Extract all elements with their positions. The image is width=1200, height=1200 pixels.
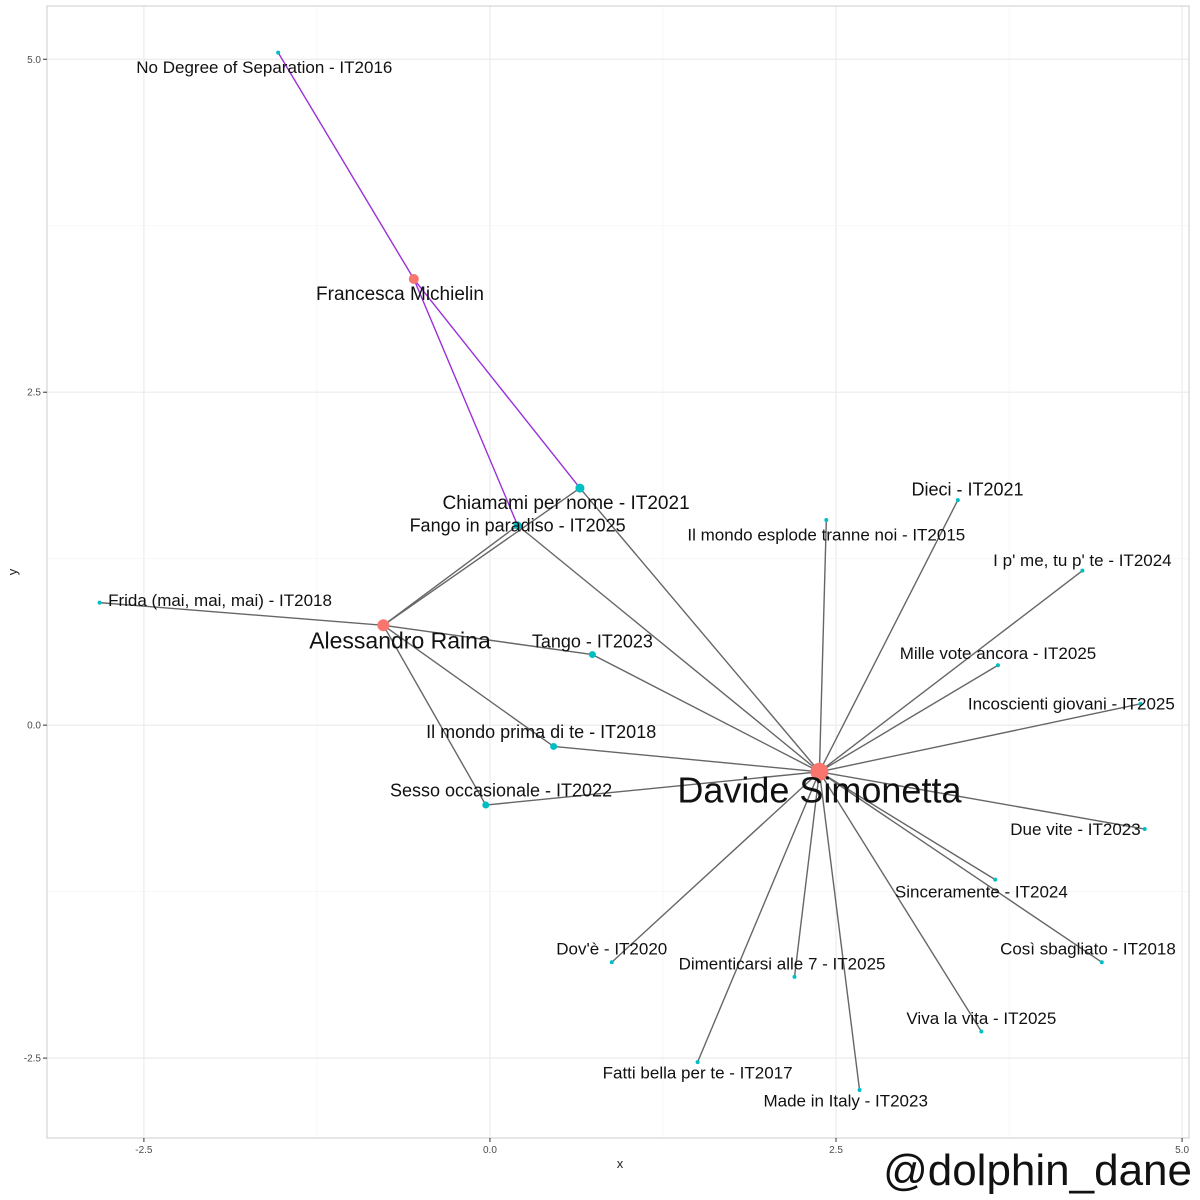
node-point-ipme — [1080, 568, 1085, 573]
edge-davide-sesso — [485, 771, 820, 806]
edge-davide-madeinitaly — [818, 771, 861, 1091]
edges-layer — [99, 52, 1145, 1091]
node-label-fattibella: Fatti bella per te - IT2017 — [603, 1064, 793, 1083]
edge-davide-sinceramente — [819, 771, 996, 881]
node-label-mondoprima: Il mondo prima di te - IT2018 — [426, 722, 656, 742]
node-point-madeinitaly — [857, 1088, 862, 1093]
node-label-sesso: Sesso occasionale - IT2022 — [390, 780, 612, 800]
panel-border — [46, 5, 1190, 1139]
node-label-chiamami: Chiamami per nome - IT2021 — [443, 493, 690, 514]
node-label-tango: Tango - IT2023 — [532, 631, 653, 651]
node-point-fattibella — [695, 1060, 700, 1065]
node-point-mondoprima — [550, 742, 558, 750]
edge-davide-fango — [517, 524, 820, 773]
node-label-ipme: I p' me, tu p' te - IT2024 — [993, 551, 1171, 570]
edge-michielin-fango — [413, 278, 519, 526]
node-point-duevite — [1142, 827, 1147, 832]
node-label-sinceramente: Sinceramente - IT2024 — [895, 882, 1068, 901]
edge-davide-dieci — [818, 499, 959, 773]
grid-lines — [47, 6, 1189, 1138]
edge-davide-chiamami — [579, 487, 820, 773]
edge-raina-tango — [383, 624, 593, 656]
node-point-dieci — [955, 498, 960, 503]
node-label-dimenticarsi: Dimenticarsi alle 7 - IT2025 — [679, 954, 886, 973]
node-label-vivalavita: Viva la vita - IT2025 — [906, 1009, 1056, 1028]
y-axis-ticks: -2.5 0.0 2.5 5.0 — [24, 55, 47, 1065]
node-label-madeinitaly: Made in Italy - IT2023 — [763, 1092, 927, 1111]
node-label-michielin: Francesca Michielin — [316, 284, 484, 305]
edge-raina-mondoprima — [382, 624, 555, 748]
node-point-davide — [810, 762, 829, 781]
edge-davide-incoscienti — [819, 703, 1141, 773]
edge-raina-frida — [99, 601, 384, 626]
node-point-sesso — [482, 801, 490, 809]
y-axis-label: y — [5, 568, 20, 575]
edge-davide-millevote — [819, 664, 999, 773]
node-point-frida — [97, 600, 102, 605]
node-label-millevote: Mille vote ancora - IT2025 — [900, 644, 1097, 663]
x-tick-label: 0.0 — [483, 1145, 497, 1156]
node-point-michielin — [408, 274, 419, 285]
edge-davide-duevite — [819, 771, 1145, 830]
node-point-dimenticarsi — [792, 974, 797, 979]
y-tick-label: 0.0 — [27, 721, 41, 732]
node-point-vivalavita — [979, 1029, 984, 1034]
node-point-nodegree — [276, 50, 281, 55]
panel-background — [47, 6, 1189, 1138]
edge-davide-tango — [592, 653, 820, 773]
node-point-tango — [588, 651, 596, 659]
y-tick-label: 5.0 — [27, 55, 41, 66]
edge-raina-fango — [382, 524, 519, 626]
node-label-mondoesplode: Il mondo esplode tranne noi - IT2015 — [687, 526, 965, 545]
node-point-fango — [513, 521, 522, 530]
y-tick-label: -2.5 — [24, 1054, 42, 1065]
edge-davide-fattibella — [696, 771, 821, 1063]
edge-davide-dove — [611, 771, 820, 963]
node-point-dove — [609, 960, 614, 965]
node-label-frida: Frida (mai, mai, mai) - IT2018 — [108, 591, 332, 610]
edge-raina-sesso — [382, 624, 487, 806]
x-axis-ticks: -2.5 0.0 2.5 5.0 — [135, 1138, 1189, 1156]
node-label-dove: Dov'è - IT2020 — [556, 940, 667, 959]
node-label-nodegree: No Degree of Separation - IT2016 — [136, 58, 392, 77]
node-point-cosi — [1099, 960, 1104, 965]
node-label-duevite: Due vite - IT2023 — [1010, 820, 1140, 839]
node-label-cosi: Così sbagliato - IT2018 — [1000, 940, 1176, 959]
x-tick-label: -2.5 — [135, 1145, 153, 1156]
edge-davide-ipme — [818, 570, 1083, 773]
watermark-handle: @dolphin_dane — [883, 1146, 1192, 1195]
labels-layer: Davide Simonetta Alessandro Raina Francesc… — [108, 58, 1176, 1110]
node-point-incoscienti — [1138, 701, 1143, 706]
node-point-chiamami — [575, 483, 585, 493]
node-label-incoscienti: Incoscienti giovani - IT2025 — [968, 695, 1175, 714]
edge-davide-cosi — [819, 771, 1103, 963]
x-axis-label: x — [617, 1156, 624, 1171]
node-label-dieci: Dieci - IT2021 — [911, 480, 1023, 500]
node-point-sinceramente — [993, 877, 998, 882]
x-tick-label: 5.0 — [1175, 1145, 1189, 1156]
node-point-millevote — [995, 663, 1000, 668]
edge-davide-vivalavita — [818, 771, 982, 1032]
node-point-mondoesplode — [824, 518, 829, 523]
edge-davide-mondoprima — [553, 745, 820, 773]
edge-davide-mondoesplode — [818, 520, 828, 772]
node-point-raina — [377, 619, 390, 632]
edge-davide-dimenticarsi — [793, 771, 821, 977]
node-label-raina: Alessandro Raina — [309, 628, 491, 654]
x-tick-label: 2.5 — [829, 1145, 843, 1156]
node-label-fango: Fango in paradiso - IT2025 — [410, 515, 626, 535]
nodes-layer — [97, 50, 1147, 1093]
edge-raina-chiamami — [382, 487, 581, 626]
y-tick-label: 2.5 — [27, 388, 41, 399]
edge-michielin-chiamami — [413, 278, 581, 489]
node-label-davide: Davide Simonetta — [677, 770, 962, 811]
edge-michielin-nodegree — [277, 52, 415, 280]
